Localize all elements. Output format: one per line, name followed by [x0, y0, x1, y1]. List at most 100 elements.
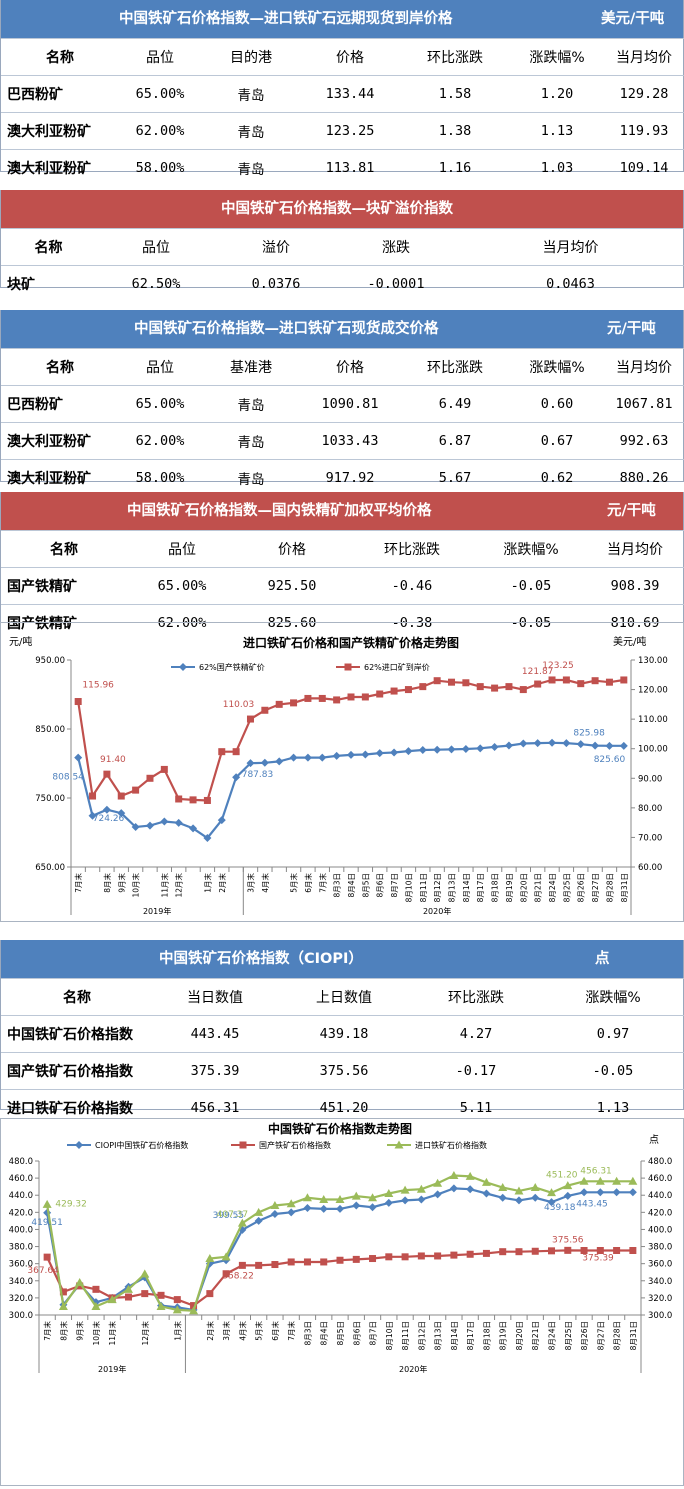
x-tick-label: 8月13日	[434, 1321, 443, 1350]
column-header: 当月均价	[603, 38, 684, 76]
data-point	[222, 1270, 230, 1278]
data-point	[547, 1198, 556, 1207]
data-point	[433, 745, 442, 754]
data-label: 375.39	[582, 1253, 614, 1263]
data-point	[530, 1183, 540, 1192]
x-tick-label: 8月21日	[534, 873, 543, 902]
table-cell: 青岛	[201, 459, 301, 496]
data-point	[352, 1201, 361, 1210]
table-cell: 992.63	[603, 422, 684, 460]
data-point	[605, 741, 614, 750]
data-point	[287, 1208, 296, 1217]
column-header: 目的港	[201, 38, 301, 76]
data-point	[287, 1258, 295, 1266]
spot-trade-price-table: 名称 品位 基准港 价格 环比涨跌 涨跌幅% 当月均价 巴西粉矿 65.00% 青岛 1090.81…	[1, 348, 684, 496]
data-point	[123, 1284, 133, 1293]
data-point	[384, 1198, 393, 1207]
x-tick-label: 8月18日	[482, 1321, 491, 1350]
row-name-cell: 国产铁矿石价格指数	[1, 1052, 153, 1090]
data-point	[579, 1176, 589, 1185]
data-point	[320, 1258, 328, 1266]
data-label: 724.26	[93, 814, 125, 824]
x-tick-label: 8月26日	[580, 1321, 589, 1350]
domestic-concentrate-section: 中国铁矿石价格指数—国内铁精矿加权平均价格 元/干吨 名称 品位 价格 环比涨跌 涨跌幅…	[0, 492, 684, 641]
x-tick-label: 12月末	[140, 1321, 150, 1346]
data-point	[461, 745, 470, 754]
column-header: 环比涨跌	[347, 530, 477, 568]
table-row: 国产铁精矿 65.00% 925.50 -0.46 -0.05 908.39	[1, 567, 684, 605]
x-tick-label: 8月10日	[385, 1321, 394, 1350]
year-label: 2020年	[399, 1364, 427, 1374]
table-cell: 青岛	[201, 149, 301, 186]
data-point	[261, 706, 269, 714]
data-point	[433, 1178, 443, 1187]
y2-tick-label: 60.00	[638, 863, 662, 873]
data-point	[498, 1183, 508, 1192]
data-point	[131, 822, 140, 831]
x-tick-label: 8月3日	[333, 873, 342, 898]
x-tick-label: 7月末	[73, 873, 83, 893]
table-cell: 5.67	[399, 459, 511, 496]
data-point	[319, 1195, 329, 1203]
data-point	[580, 1188, 589, 1197]
x-tick-label: 8月14日	[462, 873, 471, 902]
row-name-cell: 巴西粉矿	[1, 75, 119, 113]
data-point	[270, 1210, 279, 1219]
table-cell: 62.50%	[96, 265, 216, 302]
data-point	[318, 694, 326, 702]
y-tick-label: 360.0	[9, 1260, 33, 1270]
y2-tick-label: 420.0	[648, 1208, 672, 1218]
table-cell: 456.31	[153, 1089, 277, 1126]
unit-label: 点	[595, 951, 610, 967]
data-point	[465, 1171, 475, 1180]
x-tick-label: 8月25日	[562, 873, 571, 902]
data-point	[237, 1218, 247, 1227]
data-label: 399.55	[213, 1211, 245, 1221]
table-row: 澳大利亚粉矿 62.00% 青岛 1033.43 6.87 0.67 992.63	[1, 422, 684, 460]
table-cell: 451.20	[277, 1089, 411, 1126]
y-tick-label: 480.0	[9, 1157, 33, 1167]
y-tick-label: 850.00	[35, 725, 65, 735]
y2-tick-label: 80.00	[638, 804, 662, 814]
x-tick-label: 8月27日	[591, 873, 600, 902]
table-cell: 65.00%	[119, 75, 201, 113]
data-point	[336, 1256, 344, 1264]
data-point	[124, 1293, 132, 1301]
x-tick-label: 8月13日	[448, 873, 457, 902]
x-tick-label: 11月末	[107, 1321, 117, 1346]
x-tick-label: 10月末	[91, 1321, 101, 1346]
x-tick-label: 5月末	[254, 1321, 264, 1341]
x-tick-label: 8月10日	[404, 873, 413, 902]
y2-tick-label: 110.00	[638, 715, 668, 725]
data-label: 443.45	[576, 1199, 608, 1209]
data-point	[190, 1302, 198, 1310]
data-point	[146, 774, 154, 782]
data-point	[533, 739, 542, 748]
y2-tick-label: 100.00	[638, 745, 668, 755]
x-tick-label: 2月末	[205, 1321, 215, 1341]
data-point	[206, 1290, 214, 1298]
data-label: 429.32	[55, 1199, 87, 1209]
x-tick-label: 8月27日	[596, 1321, 605, 1350]
table-cell: 880.26	[603, 459, 684, 496]
table-cell: 443.45	[153, 1015, 277, 1053]
x-tick-label: 8月11日	[419, 873, 428, 902]
data-point	[628, 1188, 637, 1197]
data-point	[189, 796, 197, 804]
table-cell: 0.0463	[456, 265, 684, 302]
data-label: 407.37	[217, 1210, 249, 1220]
table-cell: 5.11	[411, 1089, 541, 1126]
data-point	[75, 1141, 83, 1149]
data-point	[563, 1191, 572, 1200]
y-tick-label: 380.0	[9, 1243, 33, 1253]
y-tick-label: 300.0	[9, 1311, 33, 1321]
x-tick-label: 8月24日	[548, 873, 557, 902]
y2-tick-label: 360.0	[648, 1260, 672, 1270]
data-point	[450, 1251, 458, 1259]
table-cell: 0.62	[511, 459, 603, 496]
y2-axis-label: 美元/吨	[613, 635, 646, 648]
x-tick-label: 8月19日	[505, 873, 514, 902]
x-tick-label: 9月末	[75, 1321, 85, 1341]
row-name-cell: 进口铁矿石价格指数	[1, 1089, 153, 1126]
